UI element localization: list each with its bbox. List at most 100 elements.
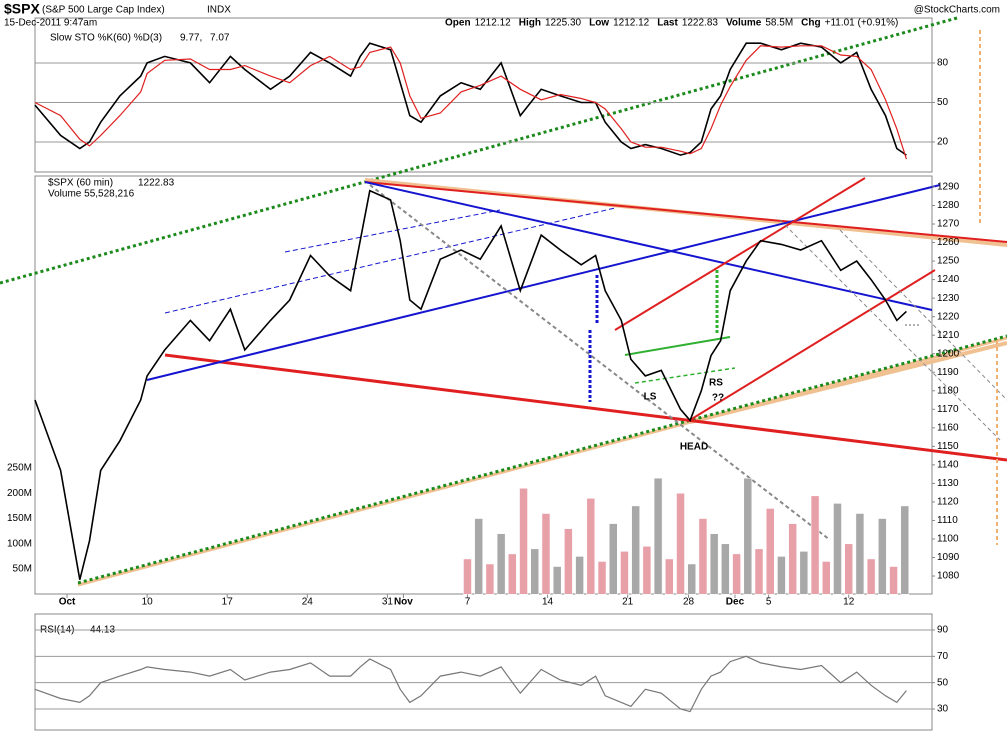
x-tick-label: Nov [394, 597, 413, 608]
y-tick-label: 1150 [937, 441, 959, 452]
volume-bar [709, 533, 719, 595]
volume-bar [698, 518, 708, 595]
volume-bar [586, 498, 596, 595]
trendline [0, 16, 958, 285]
volume-bar [822, 561, 831, 595]
y-tick-label: 1270 [937, 219, 960, 230]
y-tick-label: 50 [937, 97, 949, 108]
quote-value: 1212.12 [613, 18, 650, 29]
y-tick-label: 1110 [937, 515, 958, 526]
trendline [634, 367, 736, 384]
volume-bar [799, 551, 809, 595]
quote-value: 1222.83 [682, 18, 719, 29]
x-tick-label: 10 [142, 597, 154, 608]
price-last: 1222.83 [138, 178, 175, 189]
volume-bar [530, 548, 540, 595]
series-line [34, 189, 907, 580]
volume-bar [810, 495, 820, 595]
stoch-label: Slow STO %K(60) %D(3) [50, 33, 162, 44]
y-tick-label: 1090 [937, 552, 960, 563]
volume-bar [653, 477, 663, 595]
x-tick-label: Dec [726, 597, 745, 608]
volume-bar [541, 513, 551, 595]
y-tick-label: 1250 [937, 256, 960, 267]
y-tick-label: 30 [937, 704, 949, 715]
trendline [624, 336, 731, 356]
volume-bar [485, 563, 495, 595]
x-tick-label: 14 [542, 597, 554, 608]
y-tick-label: 1080 [937, 571, 960, 582]
volume-bar [900, 505, 910, 595]
volume-bar [866, 558, 876, 595]
y-tick-label: 1200 [937, 348, 960, 359]
y-tick-label: 1160 [937, 422, 959, 433]
volume-bar [552, 566, 562, 595]
y-tick-label: 50 [937, 677, 949, 688]
date: 15-Dec-2011 9:47am [4, 18, 97, 29]
volume-label: Volume 55,528,216 [48, 189, 135, 200]
volume-bar [575, 556, 584, 595]
x-tick-label: 17 [222, 597, 234, 608]
y-tick-label: 90 [937, 625, 949, 636]
volume-bar [743, 477, 753, 595]
quote-value: 58.5M [765, 18, 793, 29]
volume-bar [564, 528, 573, 595]
volume-bar [463, 558, 472, 595]
trendline [364, 181, 1007, 243]
x-tick-label: Oct [59, 597, 76, 608]
volume-bar [732, 553, 741, 595]
series-line [34, 42, 907, 156]
trendline [164, 353, 1007, 462]
annotation: RS [709, 378, 723, 389]
trendline [779, 219, 1001, 441]
volume-bar [597, 561, 607, 595]
y-tick-label: 80 [937, 58, 949, 69]
volume-bar [620, 551, 629, 595]
volume-bar [788, 523, 797, 595]
quote-value: +11.01 (+0.91%) [825, 18, 899, 29]
y-tick-label: 1260 [937, 237, 960, 248]
x-tick-label: 21 [622, 597, 634, 608]
volume-bar [665, 558, 674, 595]
symbol-name: (S&P 500 Large Cap Index) [42, 5, 165, 16]
quote: Open 1212.12 High 1225.30 Low 1212.12 Last 1222… [445, 18, 898, 29]
y-tick-label: 150M [7, 513, 32, 524]
trendline [77, 336, 1007, 587]
stoch-k: 9.77, [180, 33, 202, 44]
volume-bar [642, 546, 652, 595]
series-line [34, 45, 907, 160]
trendline [146, 184, 941, 381]
volume-bar [889, 566, 898, 595]
y-tick-label: 1240 [937, 274, 960, 285]
symbol: $SPX [4, 1, 40, 17]
y-tick-label: 20 [937, 137, 949, 148]
y-tick-label: 100M [7, 538, 32, 549]
watermark: @StockCharts.com [914, 5, 1000, 16]
exchange: INDX [207, 5, 231, 16]
trendline [364, 181, 933, 311]
y-tick-label: 1210 [937, 330, 960, 341]
frames [34, 17, 933, 731]
volume-bar [508, 553, 517, 595]
trendline [164, 207, 616, 314]
y-tick-label: 1220 [937, 311, 960, 322]
y-tick-label: 1120 [937, 497, 959, 508]
y-tick-label: 1190 [937, 367, 959, 378]
trendline [614, 177, 866, 331]
volume-bar [844, 543, 853, 595]
quote-label: Open [445, 18, 471, 29]
rsi-panel [34, 613, 933, 731]
volume-bar [676, 493, 685, 595]
x-tick-label: 12 [843, 597, 855, 608]
volume-bar [631, 505, 640, 595]
y-tick-label: 1280 [937, 200, 960, 211]
y-tick-label: 1170 [937, 404, 959, 415]
volume-bar [721, 543, 730, 595]
quote-label: Last [657, 18, 678, 29]
x-tick-label: 28 [683, 597, 695, 608]
quote-label: Chg [801, 18, 820, 29]
y-tick-label: 1180 [937, 385, 959, 396]
volume-bar [496, 533, 506, 595]
quote-value: 1225.30 [545, 18, 582, 29]
